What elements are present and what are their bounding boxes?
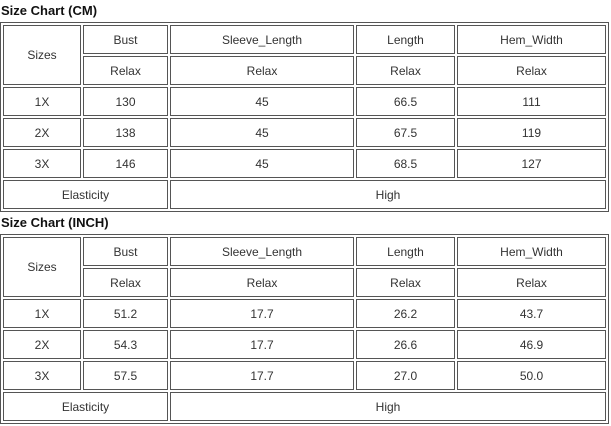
subheader-relax: Relax — [457, 268, 606, 297]
col-header-hem-width: Hem_Width — [457, 25, 606, 54]
col-header-sleeve-length: Sleeve_Length — [170, 25, 354, 54]
table-row: 2X 54.3 17.7 26.6 46.9 — [3, 330, 606, 359]
table-row: 3X 57.5 17.7 27.0 50.0 — [3, 361, 606, 390]
value-cell: 68.5 — [356, 149, 455, 178]
sizes-header-cell: Sizes — [3, 25, 81, 85]
value-cell: 45 — [170, 149, 354, 178]
subheader-relax: Relax — [170, 268, 354, 297]
value-cell: 17.7 — [170, 330, 354, 359]
value-cell: 130 — [83, 87, 168, 116]
size-cell: 3X — [3, 149, 81, 178]
value-cell: 45 — [170, 87, 354, 116]
value-cell: 17.7 — [170, 361, 354, 390]
table-row: Sizes Bust Sleeve_Length Length Hem_Widt… — [3, 25, 606, 85]
value-cell: 46.9 — [457, 330, 606, 359]
subheader-relax: Relax — [83, 268, 168, 297]
col-header-length: Length — [356, 237, 455, 266]
table-row: 1X 130 45 66.5 111 — [3, 87, 606, 116]
col-header-bust: Bust — [83, 237, 168, 266]
table-row: 2X 138 45 67.5 119 — [3, 118, 606, 147]
size-cell: 3X — [3, 361, 81, 390]
value-cell: 54.3 — [83, 330, 168, 359]
value-cell: 51.2 — [83, 299, 168, 328]
value-cell: 17.7 — [170, 299, 354, 328]
value-cell: 45 — [170, 118, 354, 147]
sizes-header-cell: Sizes — [3, 237, 81, 297]
table-row: Elasticity High — [3, 392, 606, 421]
elasticity-label-cell: Elasticity — [3, 180, 168, 209]
col-header-sleeve-length: Sleeve_Length — [170, 237, 354, 266]
col-header-bust: Bust — [83, 25, 168, 54]
subheader-relax: Relax — [356, 268, 455, 297]
size-chart-inch-title: Size Chart (INCH) — [1, 215, 109, 230]
subheader-relax: Relax — [356, 56, 455, 85]
value-cell: 57.5 — [83, 361, 168, 390]
value-cell: 146 — [83, 149, 168, 178]
size-cell: 1X — [3, 299, 81, 328]
value-cell: 111 — [457, 87, 606, 116]
table-row: Sizes Bust Sleeve_Length Length Hem_Widt… — [3, 237, 606, 297]
elasticity-label-cell: Elasticity — [3, 392, 168, 421]
subheader-relax: Relax — [170, 56, 354, 85]
elasticity-value-cell: High — [170, 392, 606, 421]
value-cell: 67.5 — [356, 118, 455, 147]
table-row: Elasticity High — [3, 180, 606, 209]
value-cell: 26.6 — [356, 330, 455, 359]
table-row: Relax Relax Relax Relax — [3, 56, 606, 85]
size-chart-inch-table: Sizes Bust Sleeve_Length Length Hem_Widt… — [0, 234, 609, 424]
value-cell: 26.2 — [356, 299, 455, 328]
size-cell: 1X — [3, 87, 81, 116]
elasticity-value-cell: High — [170, 180, 606, 209]
value-cell: 127 — [457, 149, 606, 178]
subheader-relax: Relax — [83, 56, 168, 85]
table-row: 1X 51.2 17.7 26.2 43.7 — [3, 299, 606, 328]
col-header-hem-width: Hem_Width — [457, 237, 606, 266]
size-cell: 2X — [3, 330, 81, 359]
table-row: 3X 146 45 68.5 127 — [3, 149, 606, 178]
subheader-relax: Relax — [457, 56, 606, 85]
size-chart-cm-table: Sizes Bust Sleeve_Length Length Hem_Widt… — [0, 22, 609, 212]
table-row: Relax Relax Relax Relax — [3, 268, 606, 297]
value-cell: 66.5 — [356, 87, 455, 116]
value-cell: 138 — [83, 118, 168, 147]
value-cell: 119 — [457, 118, 606, 147]
size-cell: 2X — [3, 118, 81, 147]
col-header-length: Length — [356, 25, 455, 54]
value-cell: 27.0 — [356, 361, 455, 390]
value-cell: 50.0 — [457, 361, 606, 390]
value-cell: 43.7 — [457, 299, 606, 328]
size-chart-cm-title: Size Chart (CM) — [1, 3, 98, 18]
